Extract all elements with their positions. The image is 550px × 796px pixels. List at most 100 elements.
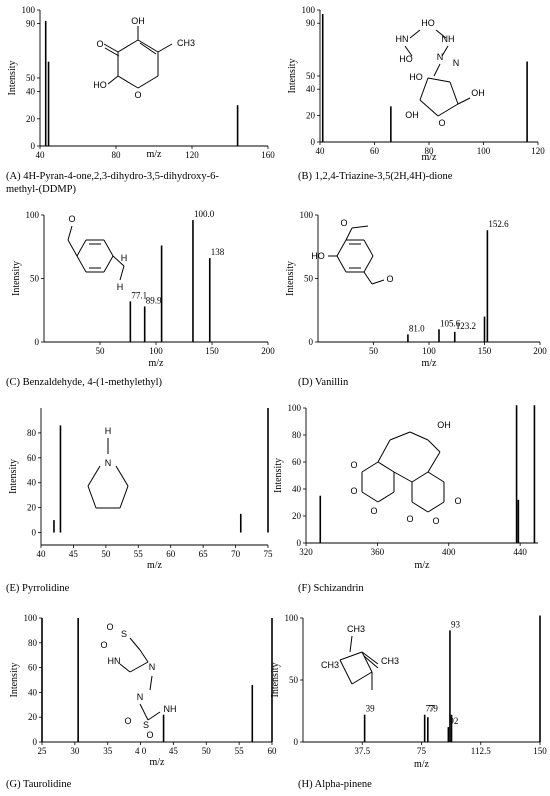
bond (107, 75, 119, 85)
bond (361, 651, 373, 673)
x-tick-label: 35 (103, 746, 113, 756)
x-tick-label: 360 (371, 547, 385, 557)
peak-label: 77.1 (131, 290, 147, 300)
bond (427, 439, 441, 453)
bond (103, 43, 119, 53)
x-axis-label: m/z (150, 757, 166, 768)
x-tick-label: 120 (531, 146, 545, 156)
y-tick-label: 0 (31, 141, 36, 151)
x-tick-label: 60 (166, 549, 176, 559)
peak-label: 152.6 (488, 219, 509, 229)
y-axis-label: Intensity (270, 663, 281, 698)
atom-label: S (143, 720, 149, 730)
peak-label: 89.9 (146, 295, 162, 305)
peak-label: 93 (451, 619, 461, 629)
y-tick-label: 0 (32, 528, 37, 538)
peak-label: 39 (366, 704, 376, 714)
y-tick-label: 80 (27, 428, 37, 438)
bond (377, 461, 395, 473)
atom-label: HO (93, 80, 107, 90)
bond (419, 99, 439, 117)
bond (427, 471, 445, 483)
y-tick-label: 60 (28, 663, 38, 673)
y-axis-label: Intensity (8, 459, 19, 494)
x-axis-label: m/z (422, 152, 438, 163)
peak-label: 105.6 (440, 318, 461, 328)
atom-label: H (117, 282, 124, 292)
x-tick-label: 150 (533, 746, 547, 756)
x-tick-label: 100 (149, 346, 163, 356)
bond (393, 471, 413, 483)
bond (129, 661, 149, 673)
y-tick-label: 80 (28, 638, 38, 648)
figure-caption: (A) 4H-Pyran-4-one,2,3-dihydro-3,5-dihyd… (6, 171, 219, 182)
bond (361, 651, 379, 665)
atom-label: O (350, 460, 357, 470)
bond (361, 461, 379, 473)
chart-panel-d: 50 100 150 200 100 50 0 m/z Intensity 81.0 105.612… (285, 210, 547, 388)
y-tick-label: 40 (27, 478, 37, 488)
bond (404, 45, 413, 57)
atom-label: N (437, 52, 444, 62)
molecule-structure: O H H (67, 214, 127, 292)
atom-label: HN (396, 34, 409, 44)
atom-label: O (454, 496, 461, 506)
x-tick-label: 320 (299, 547, 313, 557)
x-tick-label: 160 (261, 150, 275, 160)
bond (147, 711, 161, 721)
molecule-structure: HO HN NH HO NN O HO OH OH (396, 18, 485, 128)
y-tick-label: 40 (306, 84, 316, 94)
peak-label: 100.0 (194, 209, 215, 219)
y-axis-label: Intensity (273, 458, 284, 493)
atom-label: S (121, 629, 127, 639)
x-tick-label: 55 (134, 549, 144, 559)
y-tick-label: 50 (289, 675, 299, 685)
bond (137, 75, 159, 89)
bond (363, 239, 374, 257)
chart-panel-b: 40 60 80 100 120 100 90 50 40 20 0 m/z Intensity (B) … (287, 5, 545, 182)
atom-label: N (149, 662, 156, 672)
y-axis-label: Intensity (7, 61, 18, 96)
bond (427, 501, 445, 513)
bond (336, 239, 347, 257)
x-tick-label: 100 (422, 346, 436, 356)
atom-label: N (137, 692, 144, 702)
molecule-structure: CH3 CH3 CH3 (321, 624, 399, 690)
x-tick-label: 120 (185, 150, 199, 160)
y-tick-label: 20 (292, 511, 302, 521)
y-tick-label: 20 (306, 111, 316, 121)
x-tick-label: 30 (70, 746, 80, 756)
figure-caption: methyl-(DDMP) (6, 184, 76, 195)
atom-label: O (100, 640, 107, 650)
atom-label: HO (421, 18, 435, 28)
atom-label: OH (405, 110, 419, 120)
x-axis-label: m/z (147, 149, 163, 160)
x-tick-label: 75 (417, 746, 427, 756)
bond (76, 255, 87, 273)
atom-label: O (406, 514, 413, 524)
atom-label: O (134, 90, 141, 100)
bond (371, 279, 385, 285)
chart-panel-f: 320 360 400 440 100 80 60 40 20 0 m/z Intensity (F) … (273, 403, 538, 594)
bond (76, 239, 87, 257)
y-tick-label: 40 (292, 484, 302, 494)
bond (103, 255, 114, 273)
peak-label: 79 (429, 704, 439, 714)
bond (139, 649, 149, 663)
x-tick-label: 200 (261, 346, 275, 356)
bond (87, 465, 101, 487)
y-tick-label: 100 (285, 613, 299, 623)
molecule-structure: OH O O O O O O (350, 420, 461, 526)
y-tick-label: 20 (26, 114, 36, 124)
bond (377, 491, 395, 503)
x-tick-label: 55 (235, 746, 245, 756)
peak-label: 92 (449, 716, 458, 726)
y-tick-label: 50 (306, 71, 316, 81)
y-tick-label: 0 (309, 337, 314, 347)
molecule-structure: OH O CH3 HO O (93, 16, 195, 100)
bond (449, 81, 459, 105)
x-tick-label: 45 (169, 746, 179, 756)
x-tick-label: 100 (477, 146, 491, 156)
bond (427, 451, 441, 473)
